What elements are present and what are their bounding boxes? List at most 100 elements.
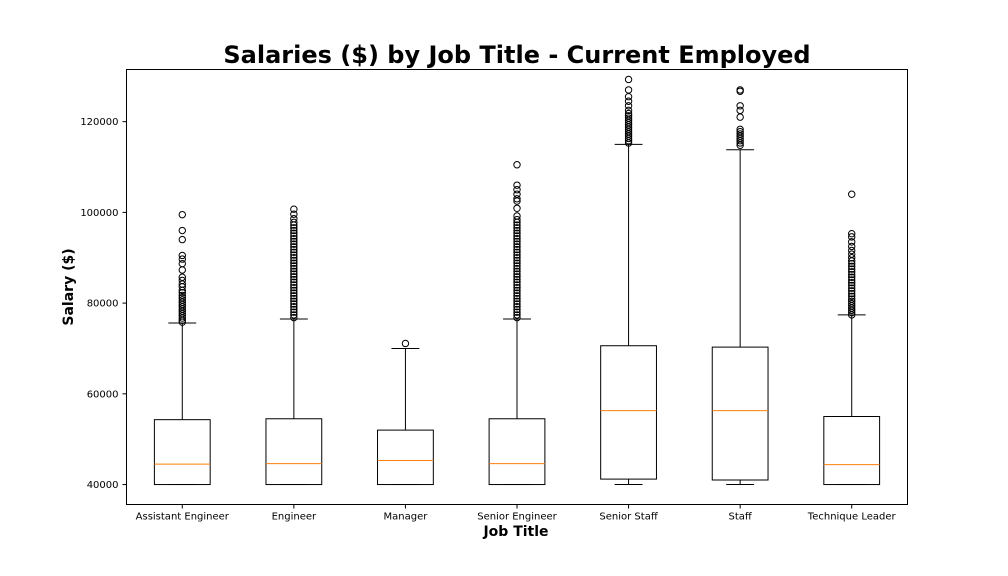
outlier-point bbox=[848, 262, 856, 271]
outlier-point bbox=[624, 75, 633, 84]
outlier-point bbox=[848, 265, 856, 273]
box-iqr bbox=[600, 345, 657, 480]
outlier-point bbox=[290, 234, 298, 243]
outlier-point bbox=[513, 283, 521, 292]
outlier-point bbox=[290, 248, 298, 256]
x-tick-label: Staff bbox=[728, 512, 752, 523]
outlier-point bbox=[513, 259, 521, 267]
outlier-point bbox=[290, 218, 298, 227]
outlier-point bbox=[290, 224, 298, 232]
outlier-point bbox=[290, 286, 298, 295]
outlier-point bbox=[513, 229, 521, 237]
outlier-point bbox=[290, 308, 298, 316]
outlier-point bbox=[513, 181, 521, 189]
outlier-point bbox=[736, 113, 744, 121]
outlier-point bbox=[513, 270, 521, 278]
outlier-point bbox=[290, 278, 298, 286]
outlier-point bbox=[290, 262, 298, 270]
outlier-point bbox=[178, 266, 186, 274]
y-tick-label: 120000 bbox=[80, 117, 118, 128]
outlier-point bbox=[290, 270, 298, 278]
outlier-point bbox=[178, 293, 186, 302]
outlier-point bbox=[290, 297, 298, 305]
outlier-point bbox=[513, 281, 521, 289]
outlier-point bbox=[624, 93, 633, 101]
outlier-point bbox=[290, 251, 298, 259]
y-axis: 40000 60000 80000 100000 120000 bbox=[80, 117, 127, 491]
outlier-point bbox=[290, 283, 298, 292]
outlier-point bbox=[513, 254, 521, 262]
y-tick-label: 40000 bbox=[87, 480, 119, 491]
outlier-point bbox=[290, 273, 298, 281]
outlier-point bbox=[178, 251, 186, 260]
outlier-point bbox=[624, 102, 633, 110]
outlier-point bbox=[178, 276, 186, 285]
outlier-point bbox=[513, 300, 521, 308]
outlier-point bbox=[178, 226, 186, 235]
outlier-point bbox=[290, 215, 298, 223]
outlier-point bbox=[513, 221, 521, 229]
x-axis: Assistant Engineer Engineer Manager Senior … bbox=[136, 504, 897, 523]
outlier-point bbox=[513, 248, 521, 256]
outlier-point bbox=[624, 97, 633, 105]
outlier-point bbox=[848, 233, 856, 241]
box-group bbox=[711, 86, 769, 486]
outlier-point bbox=[513, 286, 521, 295]
outlier-point bbox=[178, 291, 186, 300]
box-iqr bbox=[711, 346, 769, 481]
outlier-point bbox=[290, 229, 298, 237]
outlier-point bbox=[513, 204, 521, 213]
x-axis-label: Job Title bbox=[482, 524, 548, 540]
box-iqr bbox=[823, 416, 881, 486]
outlier-point bbox=[290, 243, 298, 251]
outlier-point bbox=[848, 287, 856, 295]
outlier-point bbox=[513, 264, 521, 273]
outlier-point bbox=[513, 297, 521, 305]
chart-title: Salaries ($) by Job Title - Current Empl… bbox=[223, 41, 810, 69]
outlier-point bbox=[848, 284, 856, 292]
x-tick-label: Senior Staff bbox=[599, 512, 658, 523]
outlier-point bbox=[513, 245, 521, 254]
outlier-point bbox=[178, 235, 186, 244]
box-group bbox=[377, 339, 434, 486]
outlier-point bbox=[624, 114, 633, 122]
outlier-point bbox=[513, 292, 521, 300]
outlier-point bbox=[178, 273, 186, 281]
outlier-point bbox=[290, 311, 298, 319]
outlier-point bbox=[290, 259, 298, 267]
y-tick-label: 100000 bbox=[80, 208, 118, 219]
outlier-point bbox=[513, 303, 521, 311]
outlier-point bbox=[736, 106, 744, 115]
outlier-point bbox=[848, 238, 856, 246]
outlier-point bbox=[513, 251, 521, 259]
outlier-point bbox=[290, 232, 298, 240]
outlier-point bbox=[290, 226, 298, 235]
outlier-point bbox=[624, 112, 633, 120]
outlier-point bbox=[178, 288, 186, 297]
y-tick-label: 60000 bbox=[87, 389, 119, 400]
outlier-point bbox=[290, 294, 298, 303]
x-tick-label: Senior Engineer bbox=[477, 512, 557, 523]
outlier-point bbox=[513, 232, 521, 240]
outlier-point bbox=[736, 86, 744, 94]
box-group bbox=[600, 75, 657, 486]
outlier-point bbox=[513, 243, 521, 251]
x-tick-label: Assistant Engineer bbox=[136, 512, 230, 523]
outlier-point bbox=[178, 296, 186, 304]
outlier-point bbox=[848, 268, 856, 276]
outlier-point bbox=[290, 305, 298, 314]
outlier-point bbox=[848, 230, 856, 238]
outlier-point bbox=[513, 267, 521, 276]
outlier-point bbox=[513, 186, 521, 194]
outlier-point bbox=[736, 102, 744, 110]
outlier-point bbox=[848, 254, 856, 262]
outlier-point bbox=[513, 234, 521, 243]
outlier-point bbox=[513, 311, 521, 319]
outlier-point bbox=[848, 246, 856, 255]
outlier-point bbox=[513, 215, 521, 224]
outlier-point bbox=[513, 161, 521, 169]
outlier-point bbox=[401, 339, 410, 348]
box-iqr bbox=[153, 419, 211, 486]
